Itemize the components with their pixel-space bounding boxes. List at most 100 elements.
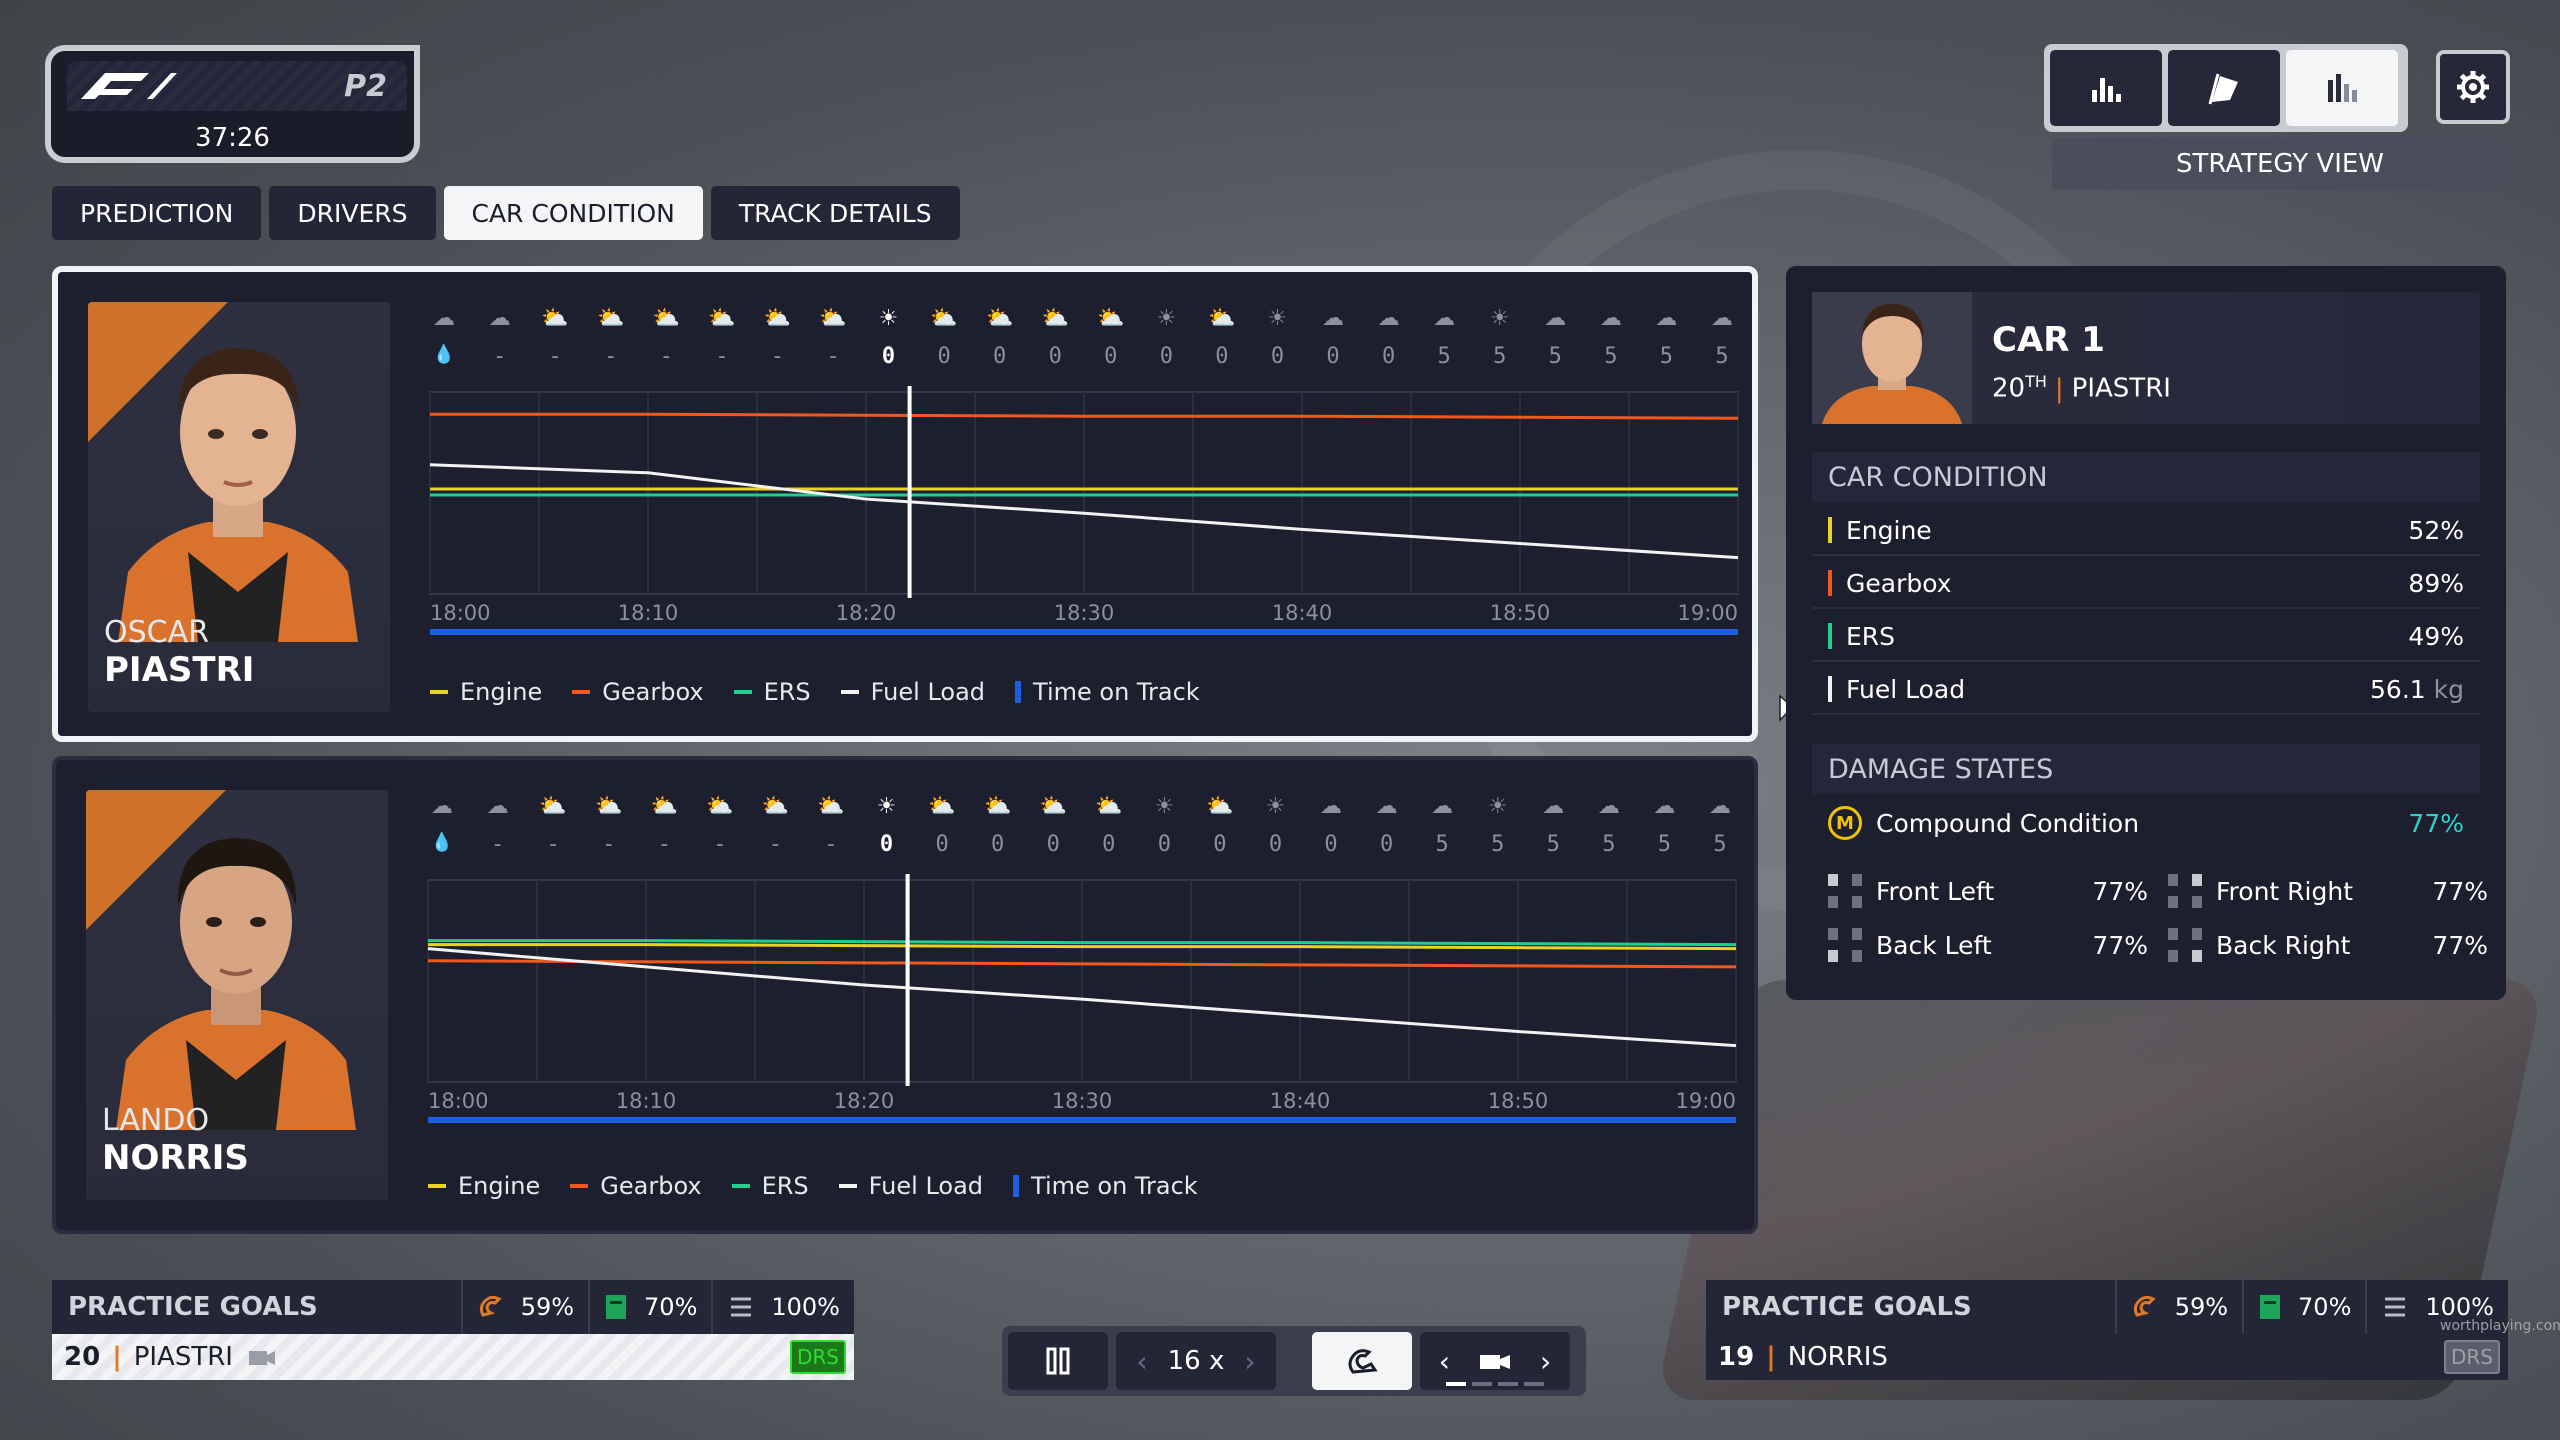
pause-icon [1046,1347,1070,1375]
settings-button[interactable] [2436,50,2510,124]
practice-goals-piastri[interactable]: PRACTICE GOALS 59% 70% 100% 20 | PIASTRI D… [52,1280,854,1380]
driver-first-name: LANDO [102,1103,210,1138]
rain-chance-value: 0 [881,344,896,369]
rain-chance-value: 5 [1659,344,1674,369]
camera-icon [248,1351,275,1365]
goals-title: PRACTICE GOALS [68,1292,318,1322]
series-line-engine [428,943,1737,951]
x-tick-label: 18:40 [1272,601,1333,625]
practice-goals-norris[interactable]: PRACTICE GOALS 59% 70% 100% 19 | NORRIS DR… [1706,1280,2508,1380]
x-tick-label: 18:20 [836,601,897,625]
rain-chance-value: 0 [993,344,1007,369]
tab-car-condition[interactable]: CAR CONDITION [443,186,703,240]
weather-cloud-icon: ☁ [1709,794,1731,819]
weather-partly-icon: ⛅ [652,306,680,331]
weather-cloud-icon: ☁ [431,794,453,819]
goal-sliders-stat: 100% [2365,1280,2508,1334]
rain-chance-value: - [824,832,838,857]
speed-increase-icon[interactable]: › [1244,1344,1256,1378]
goal-driver-name: NORRIS [1787,1342,1888,1372]
weather-forecast-row: ☁ ☁ ⛅ ⛅ ⛅ ⛅ ⛅ ⛅ ☀ ⛅ ⛅ ⛅ ⛅ ☀ ⛅ ☀ ☁ ☁ ☁ ☀ ☁ ☁ ☁ ☁ [430,306,1736,336]
tab-drivers[interactable]: DRIVERS [269,186,436,240]
driver-panel-norris[interactable]: LANDO NORRIS ☁ ☁ ⛅ ⛅ ⛅ ⛅ ⛅ ⛅ ☀ ⛅ ⛅ ⛅ ⛅ ☀ ⛅ ☀ ☁ ☁ ☁ ☀ ☁ ☁ ☁ ☁ 💧 -… [52,756,1758,1234]
compound-value: 77% [2408,808,2464,838]
rain-chance-value: 5 [1437,344,1451,369]
rain-drop-icon: 💧 [430,832,454,853]
rain-chance-value: 5 [1493,344,1507,369]
rain-chance-value: 5 [1604,344,1618,369]
camera-prev-icon[interactable]: ‹ [1438,1344,1450,1378]
condition-row-gearbox: Gearbox 89% [1812,559,2480,609]
condition-row-fuel: Fuel Load 56.1 kg [1812,665,2480,715]
camera-next-icon[interactable]: › [1540,1344,1552,1378]
weather-cloud-icon: ☁ [1544,306,1567,331]
sim-speed-control[interactable]: ‹ 16 x › [1116,1332,1276,1390]
rain-chance-value: - [770,344,785,369]
x-tick-label: 18:10 [616,1089,677,1113]
tab-prediction[interactable]: PREDICTION [52,186,262,240]
x-tick-label: 18:40 [1270,1089,1331,1113]
car-position-suffix: TH [2025,372,2047,391]
legend-time-on-track: Time on Track [1015,678,1200,706]
car-subtitle: 20TH | PIASTRI [1992,372,2171,404]
rain-chance-value: 0 [991,832,1005,857]
driver-panel-piastri[interactable]: OSCAR PIASTRI ☁ ☁ ⛅ ⛅ ⛅ ⛅ ⛅ ⛅ ☀ ⛅ ⛅ ⛅ ⛅ ☀ ⛅ ☀ ☁ ☁ ☁ ☀ ☁ ☁ ☁ ☁ 💧… [52,266,1758,742]
track-icon [1348,1349,1378,1374]
driver-first-name: OSCAR [104,615,209,650]
weather-partly-icon: ⛅ [1208,306,1236,331]
weather-partly-icon: ⛅ [541,306,569,331]
setup-sheet-icon [2260,1295,2281,1319]
driver-portrait: LANDO NORRIS [86,790,388,1200]
camera-control[interactable]: ‹ › [1420,1332,1570,1390]
x-tick-label: 18:30 [1054,601,1115,625]
car-name: CAR 1 [1992,320,2105,360]
weather-cloud-icon: ☁ [488,306,511,331]
condition-unit: kg [2433,674,2464,704]
pause-button[interactable] [1008,1332,1108,1390]
drs-badge: DRS [2444,1340,2500,1374]
rain-chance-value: 0 [1048,344,1062,369]
legend-gearbox: Gearbox [570,1172,702,1200]
rain-chance-value: 5 [1602,832,1616,857]
rain-chance-value: - [657,832,671,857]
goal-driver-position: 20 [64,1342,101,1372]
car-tyre-diagram-icon [2168,928,2202,962]
weather-cloud-icon: ☁ [433,306,455,331]
weather-cloud-icon: ☁ [1653,794,1676,819]
rain-chance-value: - [826,344,840,369]
rain-chance-value: 0 [1268,832,1283,857]
weather-cloud-icon: ☁ [1655,306,1678,331]
legend-fuel-load: Fuel Load [840,678,985,706]
rain-chance-value: - [492,344,507,369]
tyre-wear-icon [479,1295,502,1317]
rain-chance-value: 0 [1381,344,1396,369]
weather-partly-icon: ⛅ [930,306,958,331]
tab-track-details[interactable]: TRACK DETAILS [710,186,960,240]
tyre-wear-icon [2133,1295,2156,1317]
session-clock: 37:26 [195,123,270,153]
rain-chance-value: 5 [1546,832,1560,857]
weather-partly-icon: ⛅ [1095,794,1123,819]
camera-icon [1480,1355,1510,1369]
weather-partly-icon: ⛅ [594,794,623,819]
weather-cloud-icon: ☁ [1320,794,1343,819]
weather-sun-icon: ☀ [1265,794,1286,819]
timing-view-button[interactable] [2050,50,2162,126]
track-map-button[interactable] [1312,1332,1412,1390]
race-view-button[interactable] [2168,50,2280,126]
weather-cloud-icon: ☁ [1599,306,1622,331]
rain-chance-value: 0 [1270,344,1285,369]
rain-chance-value: 0 [1159,344,1173,369]
f1-logo-icon [81,73,177,99]
driver-last-name: NORRIS [102,1138,249,1178]
car-position: 20 [1992,373,2026,404]
series-line-gearbox [430,412,1739,420]
rain-chance-row: 💧 - - - - - - - 0 0 0 0 0 0 0 0 0 0 5 5 5 5 5 5 [428,832,1734,862]
speed-decrease-icon[interactable]: ‹ [1136,1344,1148,1378]
strategy-view-button[interactable] [2286,50,2398,126]
session-position: P2 [344,69,387,104]
rain-chance-value: - [604,344,618,369]
rain-chance-value: 0 [1157,832,1171,857]
rain-chance-value: - [602,832,616,857]
rain-chance-value: 5 [1435,832,1449,857]
